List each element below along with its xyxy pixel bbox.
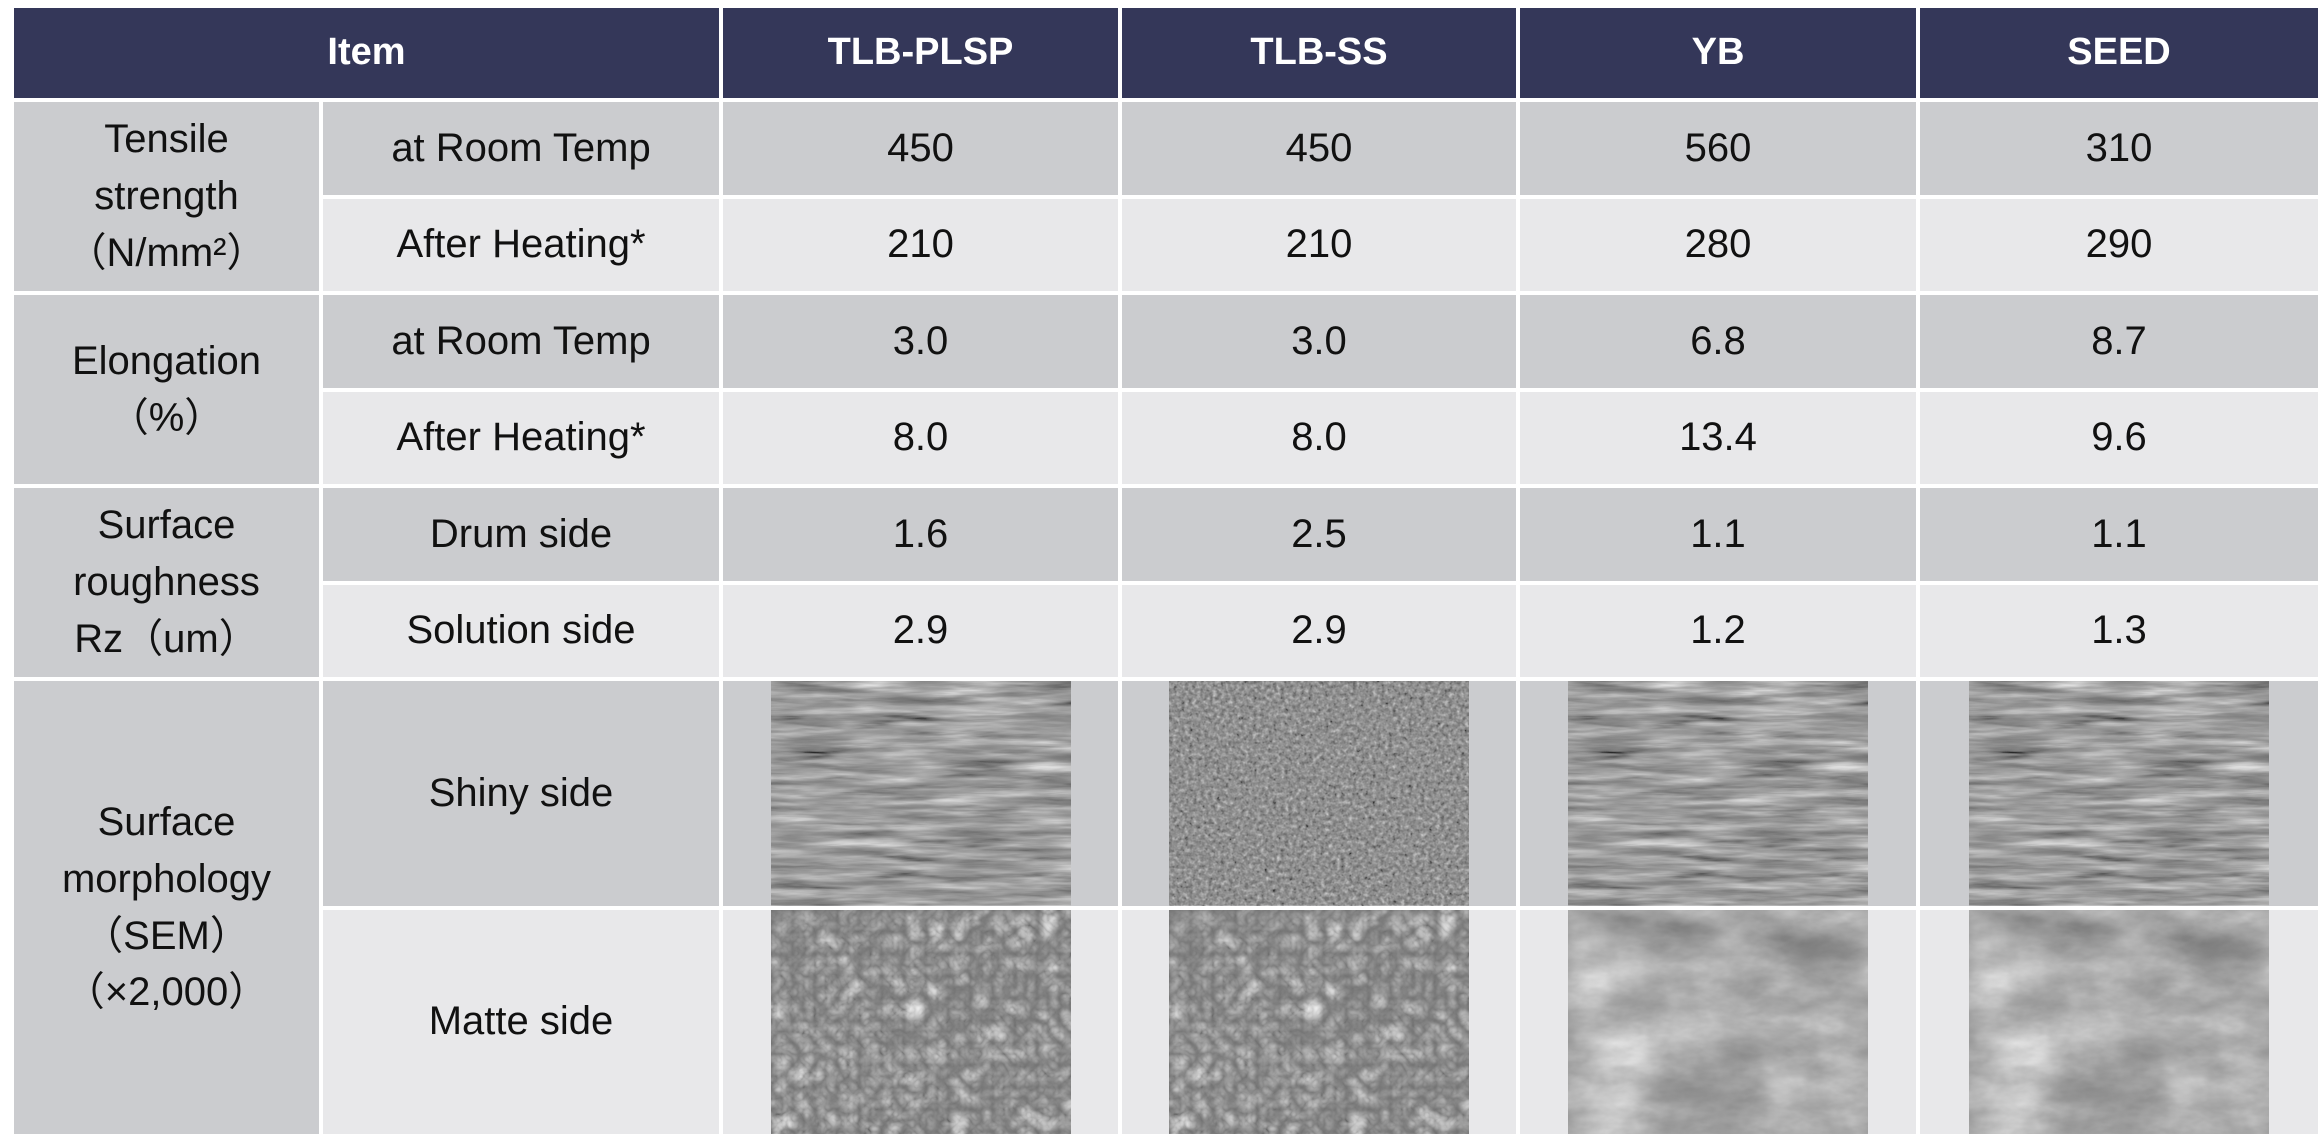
group-label-line: （SEM） — [83, 908, 250, 965]
sem-image — [1969, 910, 2269, 1135]
sem-image — [1568, 681, 1868, 906]
value-cell: 280 — [1518, 197, 1918, 294]
group-label-line: Rz（um） — [74, 611, 258, 668]
row-label: After Heating* — [321, 197, 721, 294]
group-label-line: Elongation — [72, 333, 261, 390]
value-cell: 310 — [1918, 100, 2320, 197]
group-label: Elongation（%） — [12, 293, 321, 486]
image-cell — [1518, 679, 1918, 908]
row-label: Solution side — [321, 583, 721, 680]
header-column: TLB-PLSP — [721, 6, 1120, 100]
group-label-line: roughness — [73, 554, 260, 611]
value-cell: 8.7 — [1918, 293, 2320, 390]
header-column: YB — [1518, 6, 1918, 100]
image-cell — [1518, 908, 1918, 1136]
row-label: Drum side — [321, 486, 721, 583]
value-cell: 8.0 — [1120, 390, 1518, 487]
image-cell — [721, 679, 1120, 908]
value-cell: 1.1 — [1918, 486, 2320, 583]
sem-image — [771, 910, 1071, 1135]
group-label-line: （%） — [109, 390, 225, 447]
sem-image — [1969, 681, 2269, 906]
value-cell: 290 — [1918, 197, 2320, 294]
row-label: After Heating* — [321, 390, 721, 487]
value-cell: 450 — [721, 100, 1120, 197]
group-label-line: Tensile — [104, 111, 229, 168]
image-cell — [1918, 908, 2320, 1136]
image-cell — [1120, 679, 1518, 908]
header-column: TLB-SS — [1120, 6, 1518, 100]
value-cell: 450 — [1120, 100, 1518, 197]
value-cell: 9.6 — [1918, 390, 2320, 487]
group-label-line: Surface — [98, 497, 236, 554]
value-cell: 8.0 — [721, 390, 1120, 487]
value-cell: 1.3 — [1918, 583, 2320, 680]
group-label-line: （×2,000） — [65, 964, 268, 1021]
value-cell: 560 — [1518, 100, 1918, 197]
value-cell: 2.5 — [1120, 486, 1518, 583]
sem-image — [1169, 681, 1469, 906]
value-cell: 3.0 — [721, 293, 1120, 390]
image-cell — [721, 908, 1120, 1136]
value-cell: 6.8 — [1518, 293, 1918, 390]
value-cell: 1.6 — [721, 486, 1120, 583]
value-cell: 210 — [1120, 197, 1518, 294]
row-label: at Room Temp — [321, 293, 721, 390]
value-cell: 2.9 — [721, 583, 1120, 680]
group-label-line: （N/mm²） — [67, 225, 267, 282]
value-cell: 1.1 — [1518, 486, 1918, 583]
value-cell: 13.4 — [1518, 390, 1918, 487]
image-cell — [1120, 908, 1518, 1136]
row-label: at Room Temp — [321, 100, 721, 197]
value-cell: 2.9 — [1120, 583, 1518, 680]
sem-image — [1568, 910, 1868, 1135]
value-cell: 210 — [721, 197, 1120, 294]
group-label-line: strength — [94, 168, 239, 225]
group-label-line: morphology — [62, 851, 271, 908]
header-item: Item — [12, 6, 721, 100]
value-cell: 3.0 — [1120, 293, 1518, 390]
image-cell — [1918, 679, 2320, 908]
row-label: Shiny side — [321, 679, 721, 908]
row-label: Matte side — [321, 908, 721, 1136]
header-column: SEED — [1918, 6, 2320, 100]
sem-image — [1169, 910, 1469, 1135]
group-label-line: Surface — [98, 794, 236, 851]
sem-image — [771, 681, 1071, 906]
value-cell: 1.2 — [1518, 583, 1918, 680]
